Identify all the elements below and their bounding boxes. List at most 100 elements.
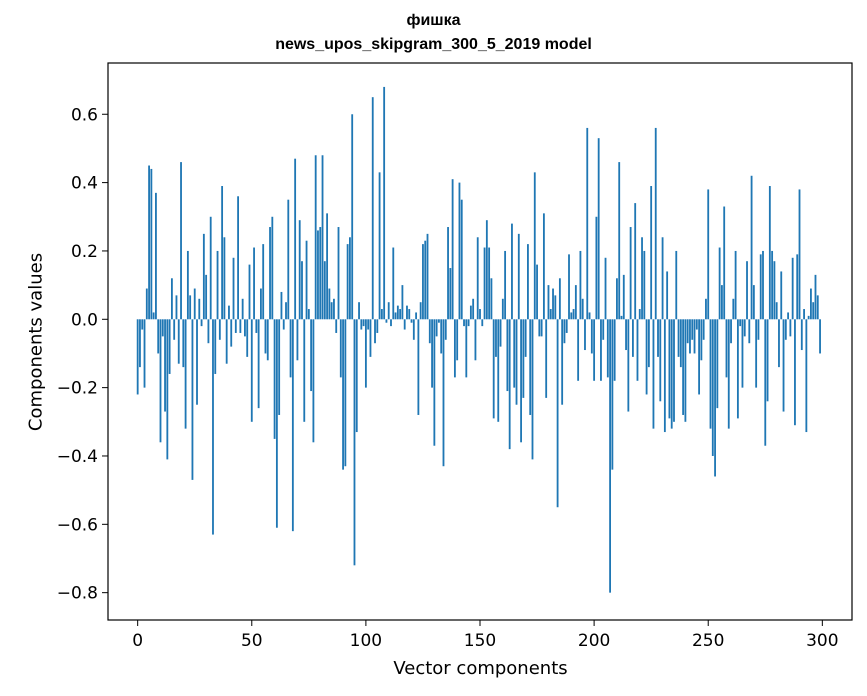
bar	[652, 319, 655, 429]
bar	[271, 216, 274, 320]
bar	[780, 271, 783, 320]
bar	[392, 247, 395, 320]
bar	[542, 213, 545, 320]
bar	[467, 319, 470, 327]
bar	[184, 319, 187, 429]
bar	[241, 298, 244, 320]
bar	[771, 250, 774, 320]
bar	[476, 237, 479, 320]
bar	[301, 261, 303, 320]
bar	[631, 319, 634, 357]
bar	[159, 319, 162, 443]
bar	[369, 319, 372, 357]
bar	[191, 319, 194, 480]
bar	[282, 319, 285, 330]
bar	[636, 319, 639, 381]
bar	[426, 233, 429, 320]
bar	[775, 302, 778, 320]
bar	[538, 319, 541, 337]
bar	[508, 319, 511, 450]
bar	[588, 312, 591, 320]
bar	[228, 305, 230, 320]
bar	[378, 172, 381, 320]
bar	[415, 312, 418, 320]
bar	[344, 319, 347, 467]
bar	[684, 319, 687, 422]
bar	[721, 285, 723, 320]
bar	[244, 319, 246, 337]
bar	[677, 319, 680, 357]
bar	[778, 319, 780, 368]
y-axis-label: Components values	[25, 252, 47, 432]
bar	[456, 319, 459, 361]
bar	[287, 199, 290, 320]
x-tick-label: 100	[350, 631, 382, 651]
bar	[565, 319, 568, 333]
bar	[718, 247, 721, 320]
bar	[488, 247, 491, 320]
bar	[604, 257, 607, 320]
bar	[367, 319, 370, 330]
bar	[752, 285, 755, 320]
bar	[307, 309, 310, 320]
bar	[298, 220, 301, 320]
chart-subtitle: news_upos_skipgram_300_5_2019 model	[275, 36, 592, 53]
bar	[814, 274, 817, 320]
bar	[141, 319, 144, 330]
bar	[805, 319, 808, 433]
bar	[234, 319, 237, 333]
bar	[230, 319, 233, 347]
bar	[659, 319, 662, 402]
y-tick-label: 0.4	[71, 174, 98, 194]
bar	[438, 319, 440, 323]
y-axis: −0.8 −0.6 −0.4 −0.2 0.0 0.2 0.4 0.6	[57, 105, 108, 604]
x-axis-label: Vector components	[393, 658, 568, 679]
bar	[403, 319, 406, 330]
bar	[663, 319, 666, 433]
bar	[675, 250, 678, 320]
bar	[796, 254, 799, 320]
y-tick-label: 0.2	[71, 242, 98, 262]
bar	[285, 302, 287, 320]
bar	[552, 288, 554, 320]
bar	[755, 319, 758, 388]
bar	[207, 319, 210, 344]
bar	[764, 319, 767, 446]
bar	[698, 319, 701, 395]
plot-frame	[107, 62, 853, 621]
bar	[590, 319, 593, 354]
bar	[342, 319, 344, 470]
bar	[499, 319, 502, 347]
bar	[198, 298, 201, 320]
bar	[807, 315, 810, 320]
bar	[531, 319, 534, 460]
bar	[428, 319, 431, 344]
bar	[734, 250, 737, 320]
bar	[556, 319, 559, 508]
bar	[218, 319, 221, 340]
bar	[168, 319, 171, 374]
bar	[209, 216, 212, 320]
bar	[784, 319, 787, 340]
bar	[225, 319, 228, 364]
bar	[246, 319, 249, 357]
bar	[273, 319, 276, 439]
bar	[296, 319, 299, 361]
bar	[223, 237, 226, 320]
bar	[620, 315, 623, 320]
bar	[593, 319, 596, 381]
x-tick-label: 250	[692, 631, 724, 651]
bar	[155, 192, 157, 320]
bar	[492, 319, 495, 419]
bar	[540, 319, 543, 337]
bar	[143, 319, 146, 388]
bar	[157, 319, 160, 354]
bar	[385, 319, 388, 323]
bar	[787, 312, 790, 320]
bar	[563, 319, 566, 344]
bar	[768, 186, 771, 320]
bar	[736, 319, 739, 419]
bar	[730, 319, 732, 344]
bar	[401, 285, 404, 320]
bar	[148, 165, 150, 320]
